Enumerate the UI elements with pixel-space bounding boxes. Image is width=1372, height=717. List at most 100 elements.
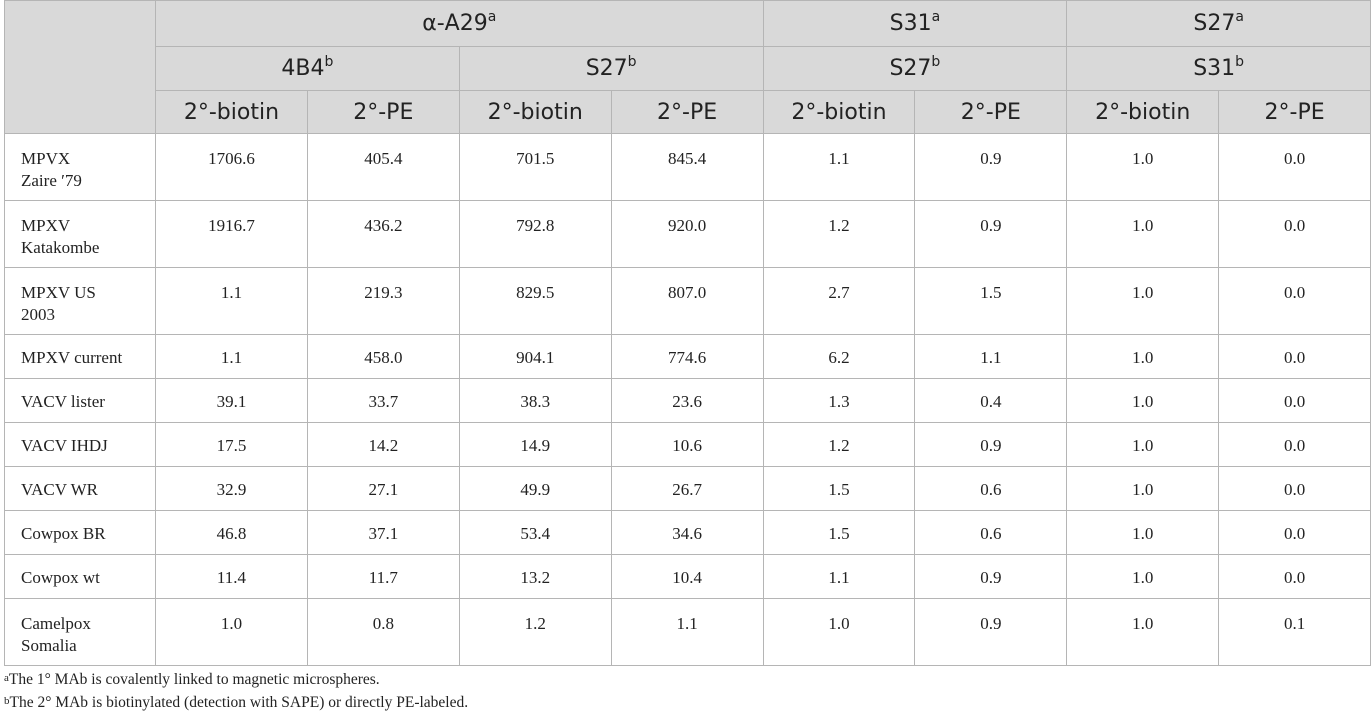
value-cell: 1.0 <box>1066 466 1220 511</box>
row-label: MPXV US 2003 <box>4 267 156 335</box>
value-cell: 38.3 <box>458 378 612 423</box>
table-row: VACV IHDJ 17.5 14.2 14.9 10.6 1.2 0.9 1.0 0.0 <box>4 422 1372 467</box>
value-cell: 0.0 <box>1218 422 1372 467</box>
row-label: VACV IHDJ <box>4 422 156 467</box>
value-cell: 1.0 <box>1066 598 1220 666</box>
table-body: MPVX Zaire ′79 1706.6 405.4 701.5 845.4 1.1 0.9… <box>4 133 1372 666</box>
value-cell: 0.4 <box>914 378 1068 423</box>
value-cell: 219.3 <box>306 267 460 335</box>
value-cell: 17.5 <box>155 422 308 467</box>
value-cell: 1.0 <box>762 598 916 666</box>
value-cell: 1.1 <box>914 334 1068 379</box>
value-cell: 2.7 <box>762 267 916 335</box>
table-row: VACV lister 39.1 33.7 38.3 23.6 1.3 0.4 1.0 0.0 <box>4 378 1372 423</box>
value-cell: 1.0 <box>1066 133 1220 201</box>
value-cell: 436.2 <box>306 200 460 268</box>
row-label-line: Cowpox BR <box>21 524 106 543</box>
value-cell: 0.0 <box>1218 200 1372 268</box>
value-cell: 807.0 <box>610 267 764 335</box>
row-label-line: Katakombe <box>21 238 100 257</box>
row-label-line: Zaire ′79 <box>21 171 82 190</box>
value-cell: 0.9 <box>914 422 1068 467</box>
table-row: MPXV Katakombe 1916.7 436.2 792.8 920.0 1.2 0.9… <box>4 200 1372 268</box>
row-label-line: Camelpox <box>21 614 91 633</box>
value-cell: 0.0 <box>1218 466 1372 511</box>
results-table: α-A29a S31a S27a 4B4b S27b S27b S31b 2°-… <box>4 0 1372 666</box>
value-cell: 11.7 <box>306 554 460 599</box>
value-cell: 46.8 <box>155 510 308 555</box>
value-cell: 0.8 <box>306 598 460 666</box>
value-cell: 0.0 <box>1218 334 1372 379</box>
row-label: VACV lister <box>4 378 156 423</box>
value-cell: 0.6 <box>914 466 1068 511</box>
value-cell: 1.0 <box>1066 200 1220 268</box>
value-cell: 1.1 <box>762 133 916 201</box>
corner-cell <box>4 0 156 134</box>
value-cell: 1.5 <box>914 267 1068 335</box>
footnote-a: aThe 1° MAb is covalently linked to magn… <box>4 671 380 688</box>
value-cell: 27.1 <box>306 466 460 511</box>
value-cell: 14.2 <box>306 422 460 467</box>
row-label: VACV WR <box>4 466 156 511</box>
value-cell: 14.9 <box>458 422 612 467</box>
value-cell: 792.8 <box>458 200 612 268</box>
value-cell: 1.2 <box>762 422 916 467</box>
value-cell: 1706.6 <box>155 133 308 201</box>
group-header-a29: α-A29a <box>155 0 764 47</box>
value-cell: 0.9 <box>914 598 1068 666</box>
col-header-biotin: 2°-biotin <box>762 90 916 134</box>
value-cell: 1.1 <box>762 554 916 599</box>
table-row: Cowpox BR 46.8 37.1 53.4 34.6 1.5 0.6 1.0 0.0 <box>4 510 1372 555</box>
value-cell: 1.3 <box>762 378 916 423</box>
row-label-line: VACV lister <box>21 392 105 411</box>
value-cell: 1.0 <box>1066 378 1220 423</box>
col-header-biotin: 2°-biotin <box>1066 90 1220 134</box>
footnote-b: bThe 2° MAb is biotinylated (detection w… <box>4 694 469 711</box>
col-header-biotin: 2°-biotin <box>155 90 308 134</box>
value-cell: 458.0 <box>306 334 460 379</box>
row-label: MPXV current <box>4 334 156 379</box>
col-header-pe: 2°-PE <box>610 90 764 134</box>
value-cell: 0.0 <box>1218 133 1372 201</box>
value-cell: 23.6 <box>610 378 764 423</box>
value-cell: 1.0 <box>1066 422 1220 467</box>
value-cell: 1.0 <box>1066 510 1220 555</box>
value-cell: 13.2 <box>458 554 612 599</box>
value-cell: 33.7 <box>306 378 460 423</box>
col-header-pe: 2°-PE <box>306 90 460 134</box>
value-cell: 10.4 <box>610 554 764 599</box>
col-header-biotin: 2°-biotin <box>458 90 612 134</box>
row-label-line: MPXV <box>21 216 71 235</box>
sub-header-s27: S27b <box>458 46 764 91</box>
sub-header-s27-under-s31: S27b <box>762 46 1068 91</box>
row-label-line: MPXV current <box>21 348 123 367</box>
row-label-line: MPVX <box>21 149 71 168</box>
row-label-line: VACV IHDJ <box>21 436 108 455</box>
value-cell: 0.6 <box>914 510 1068 555</box>
value-cell: 37.1 <box>306 510 460 555</box>
value-cell: 1.1 <box>155 267 308 335</box>
row-label-line: Somalia <box>21 636 77 655</box>
value-cell: 32.9 <box>155 466 308 511</box>
value-cell: 1.2 <box>762 200 916 268</box>
value-cell: 49.9 <box>458 466 612 511</box>
value-cell: 1.0 <box>1066 334 1220 379</box>
group-header-s27: S27a <box>1066 0 1372 47</box>
value-cell: 1.1 <box>610 598 764 666</box>
table-row: MPXV US 2003 1.1 219.3 829.5 807.0 2.7 1.5 1.0 0.… <box>4 267 1372 335</box>
value-cell: 0.0 <box>1218 267 1372 335</box>
group-header-s31: S31a <box>762 0 1068 47</box>
value-cell: 701.5 <box>458 133 612 201</box>
value-cell: 10.6 <box>610 422 764 467</box>
value-cell: 829.5 <box>458 267 612 335</box>
value-cell: 11.4 <box>155 554 308 599</box>
table-row: VACV WR 32.9 27.1 49.9 26.7 1.5 0.6 1.0 0.0 <box>4 466 1372 511</box>
value-cell: 53.4 <box>458 510 612 555</box>
value-cell: 34.6 <box>610 510 764 555</box>
value-cell: 1.0 <box>1066 267 1220 335</box>
value-cell: 1.1 <box>155 334 308 379</box>
table-header: α-A29a S31a S27a 4B4b S27b S27b S31b 2°-… <box>4 0 1372 134</box>
value-cell: 0.9 <box>914 200 1068 268</box>
row-label: MPVX Zaire ′79 <box>4 133 156 201</box>
col-header-pe: 2°-PE <box>1218 90 1372 134</box>
